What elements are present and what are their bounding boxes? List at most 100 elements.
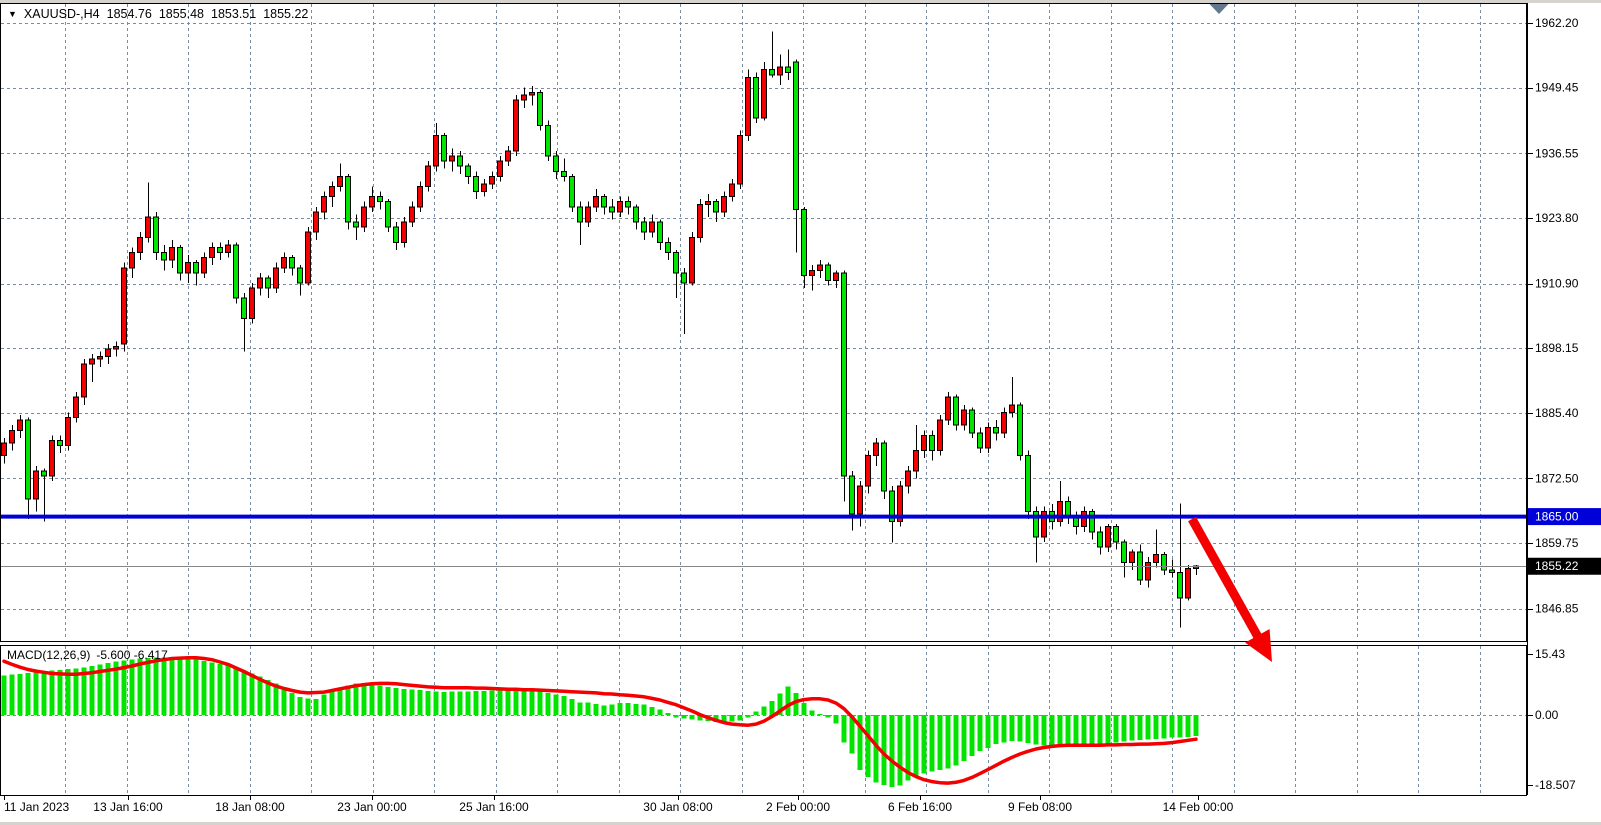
macd-bar	[889, 715, 895, 787]
macd-bar	[761, 706, 767, 715]
price-tick-label: 1962.20	[1535, 16, 1579, 30]
bear-candle	[641, 221, 647, 233]
bear-candle	[1097, 531, 1103, 548]
time-axis[interactable]: 11 Jan 2023 13 Jan 16:00 18 Jan 08:00 23 Ja…	[4, 795, 1234, 814]
macd-bar	[441, 692, 447, 715]
macd-bar	[577, 702, 583, 715]
macd-bar	[657, 709, 663, 715]
macd-bar	[65, 669, 71, 715]
bear-candle	[233, 244, 239, 299]
bull-candle	[905, 470, 911, 487]
bull-candle	[937, 419, 943, 452]
macd-bar	[161, 657, 167, 715]
bull-candle	[649, 221, 655, 233]
macd-bar	[641, 704, 647, 715]
macd-bar	[681, 715, 687, 719]
bear-candle	[465, 165, 471, 177]
bull-candle	[209, 246, 215, 259]
bull-candle	[945, 396, 951, 421]
macd-bar	[241, 670, 247, 715]
macd-bar	[977, 715, 983, 751]
price-axis[interactable]: 1962.20 1949.45 1936.55 1923.80 1910.90 1898.…	[1527, 16, 1601, 792]
bear-candle	[553, 155, 559, 172]
bull-candle	[425, 165, 431, 188]
bear-candle	[289, 257, 295, 269]
bear-candle	[881, 442, 887, 492]
macd-bar	[497, 690, 503, 715]
bear-candle	[609, 206, 615, 213]
bear-candle	[801, 208, 807, 276]
macd-bar	[273, 683, 279, 715]
bull-candle	[689, 236, 695, 284]
macd-bar	[601, 705, 607, 715]
macd-bar	[361, 683, 367, 715]
macd-bar	[1081, 715, 1087, 745]
bull-candle	[257, 277, 263, 289]
macd-bar	[825, 715, 831, 718]
macd-bar	[937, 715, 943, 771]
macd-bar	[121, 660, 127, 715]
macd-bar	[721, 715, 727, 723]
macd-bar	[1017, 715, 1023, 742]
bull-candle	[1057, 500, 1063, 523]
macd-bar	[185, 659, 191, 715]
time-tick-label: 25 Jan 16:00	[459, 800, 529, 814]
macd-bar	[865, 715, 871, 778]
bull-candle	[777, 66, 783, 76]
bear-candle	[25, 419, 31, 500]
macd-bar	[193, 659, 199, 715]
price-tick-label: 1923.80	[1535, 211, 1579, 225]
bear-candle	[849, 475, 855, 515]
bull-candle	[1153, 554, 1159, 563]
bear-candle	[473, 175, 479, 193]
macd-bar	[281, 688, 287, 715]
macd-bar	[913, 715, 919, 778]
symbol-dropdown-icon[interactable]: ▼	[8, 8, 17, 19]
bull-candle	[529, 92, 535, 96]
bull-candle	[49, 439, 55, 477]
bear-candle	[1025, 455, 1031, 513]
bull-candle	[113, 345, 119, 350]
bull-candle	[369, 196, 375, 208]
bear-candle	[633, 206, 639, 223]
macd-bar	[329, 689, 335, 715]
high-value: 1855.48	[158, 7, 205, 21]
bull-candle	[1041, 511, 1047, 538]
bull-candle	[1105, 526, 1111, 548]
macd-bar	[617, 703, 623, 715]
trend-arrow[interactable]	[1188, 516, 1272, 662]
macd-bar	[1113, 715, 1119, 743]
macd-bar	[673, 715, 679, 718]
bear-candle	[1121, 541, 1127, 563]
macd-bar	[1089, 715, 1095, 746]
bear-candle	[785, 66, 791, 73]
bear-candle	[1033, 511, 1039, 538]
macd-bar	[1073, 715, 1079, 745]
macd-bar	[929, 715, 935, 772]
bull-candle	[761, 69, 767, 119]
bull-candle	[361, 206, 367, 228]
bull-candle	[201, 257, 207, 274]
price-tick-label: 1859.75	[1535, 536, 1579, 550]
chart-shift-marker[interactable]	[1209, 4, 1229, 14]
price-tick-label: 1949.45	[1535, 81, 1579, 95]
bull-candle	[873, 442, 879, 457]
macd-bar	[625, 703, 631, 715]
bull-candle	[809, 269, 815, 276]
bear-candle	[193, 262, 199, 274]
bear-candle	[385, 201, 391, 228]
bear-candle	[545, 125, 551, 157]
bear-candle	[969, 409, 975, 434]
macd-bar	[337, 687, 343, 715]
bear-candle	[601, 196, 607, 208]
macd-bar	[585, 702, 591, 715]
macd-bar	[993, 715, 999, 745]
macd-bar	[297, 697, 303, 715]
macd-bar	[633, 703, 639, 715]
macd-bar	[73, 668, 79, 715]
bear-candle	[681, 272, 687, 284]
macd-bar	[89, 665, 95, 715]
macd-bar	[113, 661, 119, 715]
macd-bar	[201, 661, 207, 715]
